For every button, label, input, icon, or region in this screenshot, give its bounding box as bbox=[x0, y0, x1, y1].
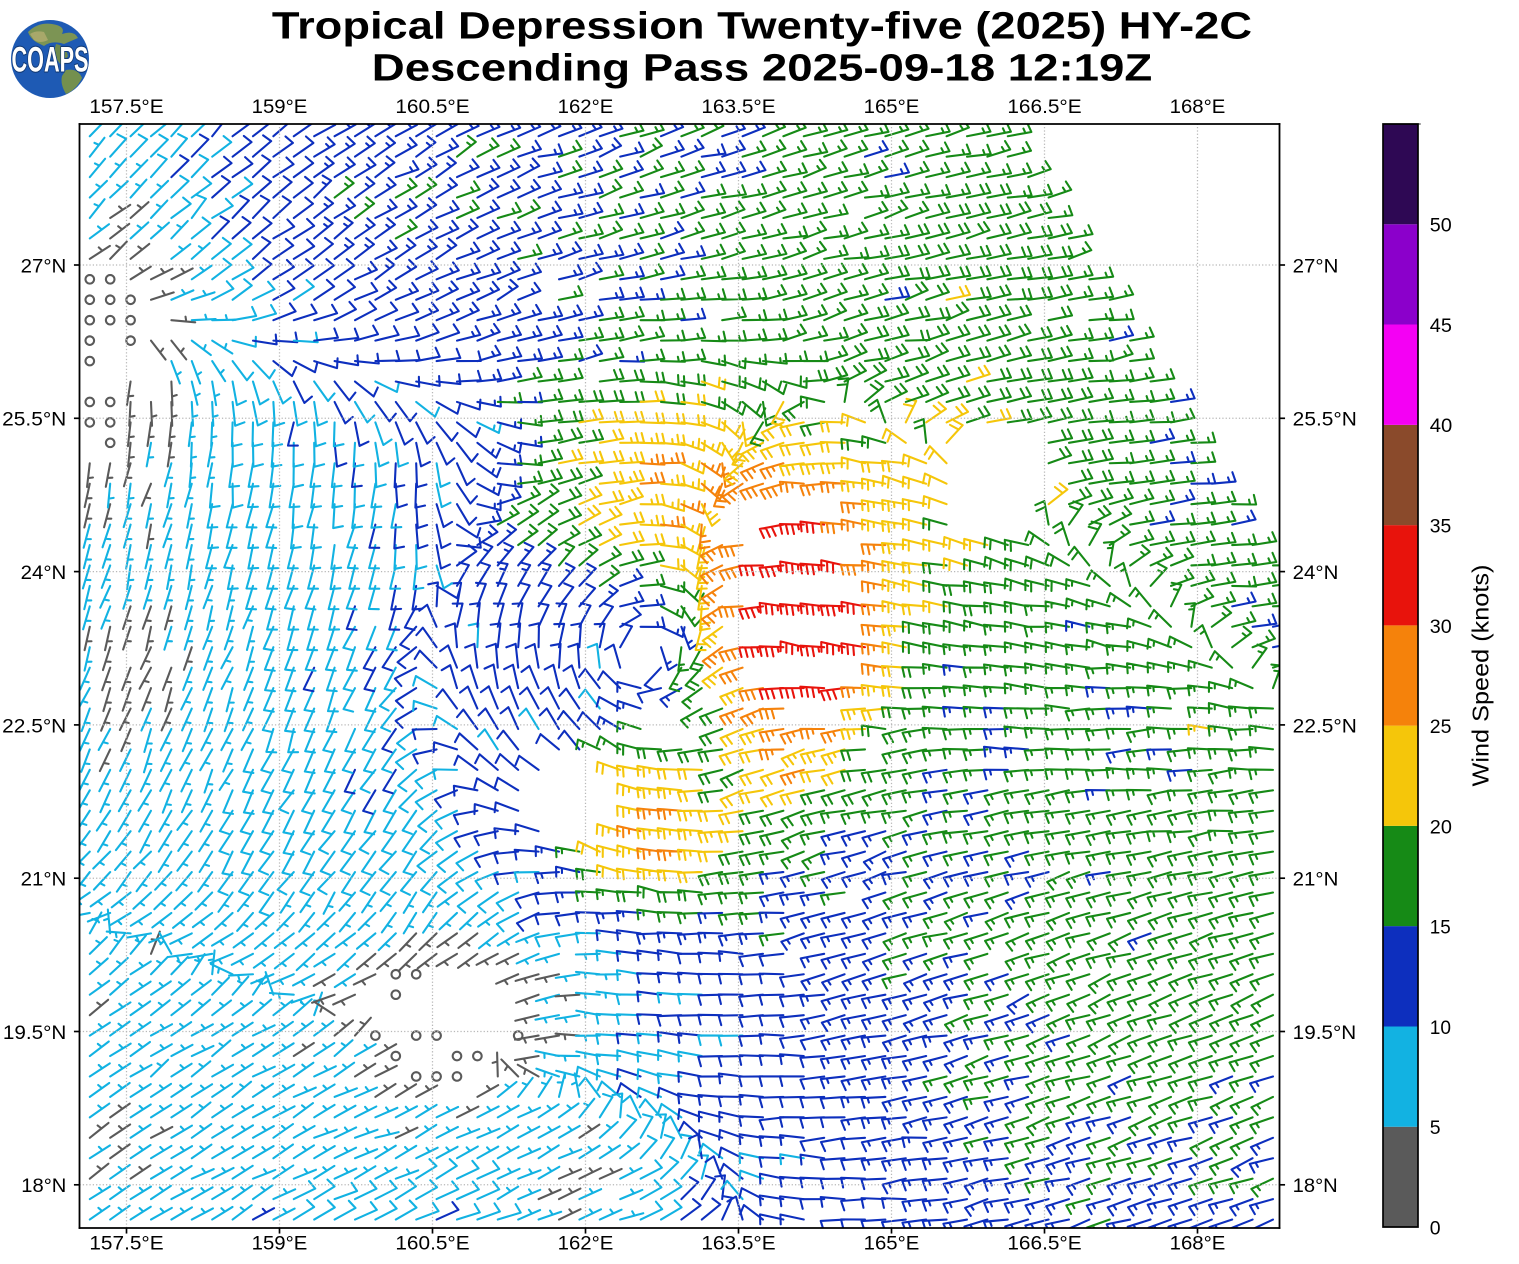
svg-text:18°N: 18°N bbox=[1293, 1175, 1338, 1197]
svg-text:22.5°N: 22.5°N bbox=[1293, 715, 1357, 737]
svg-text:27°N: 27°N bbox=[21, 255, 67, 277]
svg-text:163.5°E: 163.5°E bbox=[701, 1233, 775, 1255]
svg-text:25.5°N: 25.5°N bbox=[2, 409, 66, 431]
svg-text:19.5°N: 19.5°N bbox=[3, 1022, 66, 1044]
svg-text:50: 50 bbox=[1430, 215, 1452, 237]
svg-text:166.5°E: 166.5°E bbox=[1007, 1233, 1081, 1255]
svg-text:160.5°E: 160.5°E bbox=[395, 1233, 469, 1255]
svg-text:159°E: 159°E bbox=[252, 1233, 308, 1255]
svg-text:0: 0 bbox=[1430, 1217, 1441, 1239]
svg-text:21°N: 21°N bbox=[21, 869, 67, 891]
svg-text:168°E: 168°E bbox=[1170, 1233, 1226, 1255]
svg-text:40: 40 bbox=[1430, 415, 1453, 437]
svg-text:18°N: 18°N bbox=[21, 1175, 66, 1197]
svg-text:166.5°E: 166.5°E bbox=[1007, 96, 1081, 118]
svg-text:19.5°N: 19.5°N bbox=[1293, 1022, 1356, 1044]
svg-text:168°E: 168°E bbox=[1170, 96, 1226, 118]
svg-text:30: 30 bbox=[1430, 616, 1452, 638]
svg-text:25: 25 bbox=[1430, 716, 1452, 738]
svg-text:160.5°E: 160.5°E bbox=[395, 96, 469, 118]
svg-text:157.5°E: 157.5°E bbox=[89, 1233, 163, 1255]
svg-text:COAPS: COAPS bbox=[12, 41, 89, 80]
svg-text:162°E: 162°E bbox=[558, 96, 614, 118]
svg-text:159°E: 159°E bbox=[252, 96, 308, 118]
svg-text:15: 15 bbox=[1430, 917, 1451, 939]
svg-text:5: 5 bbox=[1430, 1117, 1441, 1139]
svg-text:24°N: 24°N bbox=[21, 562, 67, 584]
svg-text:163.5°E: 163.5°E bbox=[701, 96, 775, 118]
svg-text:10: 10 bbox=[1430, 1017, 1451, 1039]
svg-text:Wind Speed (knots): Wind Speed (knots) bbox=[1468, 565, 1494, 787]
svg-text:165°E: 165°E bbox=[864, 1233, 920, 1255]
svg-text:20: 20 bbox=[1430, 816, 1452, 838]
svg-text:25.5°N: 25.5°N bbox=[1293, 409, 1357, 431]
svg-text:Descending Pass 2025-09-18 12:: Descending Pass 2025-09-18 12:19Z bbox=[372, 46, 1152, 89]
svg-text:Tropical Depression Twenty-fiv: Tropical Depression Twenty-five (2025) H… bbox=[272, 4, 1252, 47]
svg-text:24°N: 24°N bbox=[1293, 562, 1339, 584]
svg-text:27°N: 27°N bbox=[1293, 255, 1339, 277]
svg-text:45: 45 bbox=[1430, 315, 1452, 337]
svg-text:22.5°N: 22.5°N bbox=[2, 715, 66, 737]
svg-text:21°N: 21°N bbox=[1293, 869, 1339, 891]
svg-text:157.5°E: 157.5°E bbox=[89, 96, 163, 118]
svg-text:35: 35 bbox=[1430, 515, 1452, 537]
svg-text:162°E: 162°E bbox=[558, 1233, 614, 1255]
svg-text:165°E: 165°E bbox=[864, 96, 920, 118]
